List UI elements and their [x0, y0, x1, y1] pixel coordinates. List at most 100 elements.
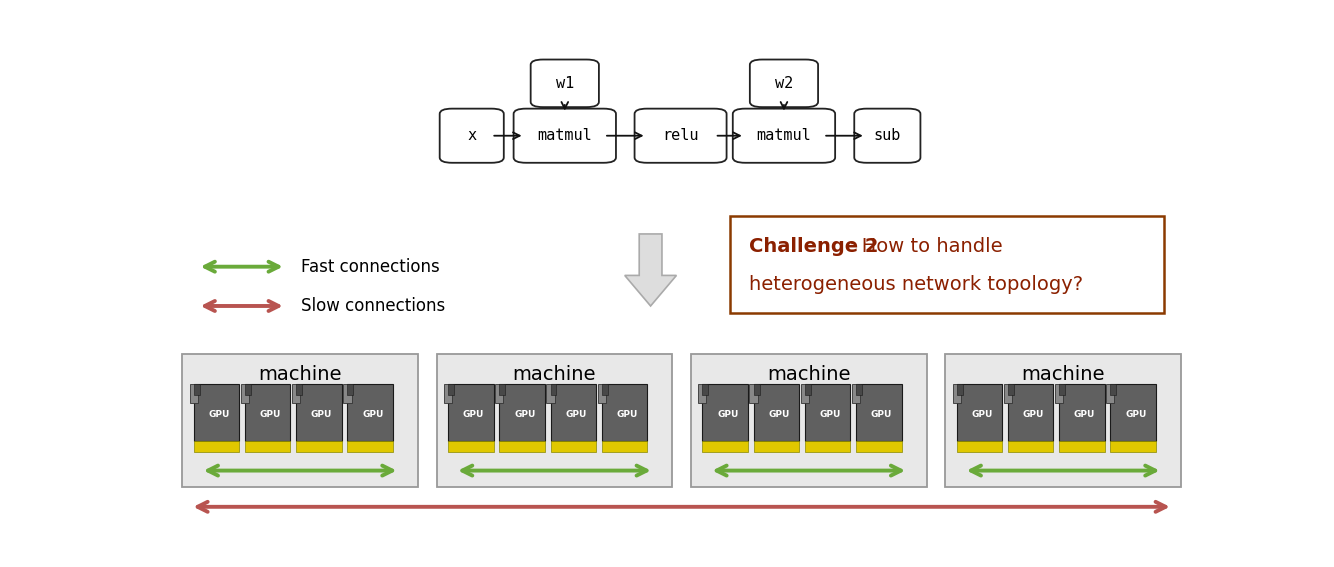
Bar	[499, 441, 544, 452]
Bar	[241, 384, 249, 403]
Bar	[956, 384, 963, 395]
Text: Fast connections: Fast connections	[301, 257, 440, 276]
Bar	[698, 384, 707, 403]
FancyBboxPatch shape	[730, 217, 1165, 312]
Text: GPU: GPU	[566, 410, 587, 419]
Bar	[1110, 384, 1117, 395]
FancyBboxPatch shape	[531, 60, 599, 107]
Text: w1: w1	[556, 76, 574, 91]
Polygon shape	[624, 234, 676, 306]
Bar	[602, 441, 647, 452]
Text: matmul: matmul	[756, 128, 811, 143]
FancyBboxPatch shape	[854, 109, 920, 163]
Bar	[1106, 384, 1114, 403]
Bar	[750, 384, 758, 403]
Text: GPU: GPU	[768, 410, 790, 419]
Text: x: x	[467, 128, 476, 143]
FancyBboxPatch shape	[436, 354, 672, 487]
Bar	[444, 384, 452, 403]
Text: GPU: GPU	[616, 410, 638, 419]
Bar	[1059, 384, 1065, 395]
Bar	[245, 441, 291, 452]
Text: GPU: GPU	[260, 410, 281, 419]
Bar	[292, 384, 300, 403]
Bar	[1009, 384, 1014, 395]
Bar	[852, 384, 860, 403]
Text: GPU: GPU	[1074, 410, 1095, 419]
Text: machine: machine	[767, 365, 851, 384]
FancyBboxPatch shape	[551, 384, 596, 441]
Bar	[448, 384, 454, 395]
Bar	[189, 384, 197, 403]
Text: matmul: matmul	[538, 128, 592, 143]
Text: GPU: GPU	[311, 410, 332, 419]
Text: machine: machine	[1022, 365, 1105, 384]
FancyBboxPatch shape	[946, 354, 1181, 487]
Text: GPU: GPU	[514, 410, 535, 419]
FancyBboxPatch shape	[440, 109, 504, 163]
Bar	[1009, 441, 1054, 452]
Text: GPU: GPU	[463, 410, 484, 419]
Bar	[547, 384, 555, 403]
Bar	[956, 441, 1002, 452]
FancyBboxPatch shape	[754, 384, 799, 441]
FancyBboxPatch shape	[804, 384, 850, 441]
Text: relu: relu	[662, 128, 699, 143]
FancyBboxPatch shape	[193, 384, 239, 441]
Bar	[602, 384, 608, 395]
Bar	[551, 384, 556, 395]
Text: GPU: GPU	[208, 410, 229, 419]
Bar	[495, 384, 503, 403]
Text: w2: w2	[775, 76, 794, 91]
Bar	[804, 384, 811, 395]
Text: Slow connections: Slow connections	[301, 297, 446, 315]
FancyBboxPatch shape	[1009, 384, 1054, 441]
Bar	[1055, 384, 1063, 403]
Text: GPU: GPU	[819, 410, 840, 419]
Bar	[499, 384, 506, 395]
Text: machine: machine	[259, 365, 342, 384]
FancyBboxPatch shape	[732, 109, 835, 163]
FancyBboxPatch shape	[691, 354, 927, 487]
FancyBboxPatch shape	[750, 60, 818, 107]
Bar	[1110, 441, 1155, 452]
FancyBboxPatch shape	[602, 384, 647, 441]
Bar	[193, 384, 200, 395]
Bar	[448, 441, 494, 452]
Text: heterogeneous network topology?: heterogeneous network topology?	[748, 274, 1083, 294]
Text: GPU: GPU	[1023, 410, 1045, 419]
FancyBboxPatch shape	[635, 109, 727, 163]
FancyBboxPatch shape	[1110, 384, 1155, 441]
Bar	[343, 384, 352, 403]
FancyBboxPatch shape	[448, 384, 494, 441]
Bar	[347, 441, 394, 452]
Bar	[193, 441, 239, 452]
Text: : How to handle: : How to handle	[850, 238, 1003, 256]
Bar	[800, 384, 808, 403]
Text: GPU: GPU	[971, 410, 992, 419]
Bar	[551, 441, 596, 452]
Bar	[245, 384, 251, 395]
Bar	[702, 441, 748, 452]
Text: Challenge 2: Challenge 2	[748, 238, 878, 256]
Bar	[754, 441, 799, 452]
Bar	[856, 441, 902, 452]
Bar	[856, 384, 862, 395]
FancyBboxPatch shape	[183, 354, 418, 487]
FancyBboxPatch shape	[514, 109, 616, 163]
Bar	[1003, 384, 1013, 403]
Bar	[754, 384, 759, 395]
Bar	[347, 384, 354, 395]
Bar	[296, 384, 301, 395]
Bar	[1059, 441, 1105, 452]
Text: GPU: GPU	[871, 410, 892, 419]
Bar	[296, 441, 342, 452]
FancyBboxPatch shape	[856, 384, 902, 441]
Bar	[598, 384, 606, 403]
Text: sub: sub	[874, 128, 900, 143]
FancyBboxPatch shape	[702, 384, 748, 441]
FancyBboxPatch shape	[1059, 384, 1105, 441]
Bar	[702, 384, 708, 395]
FancyBboxPatch shape	[347, 384, 394, 441]
Text: GPU: GPU	[1125, 410, 1146, 419]
